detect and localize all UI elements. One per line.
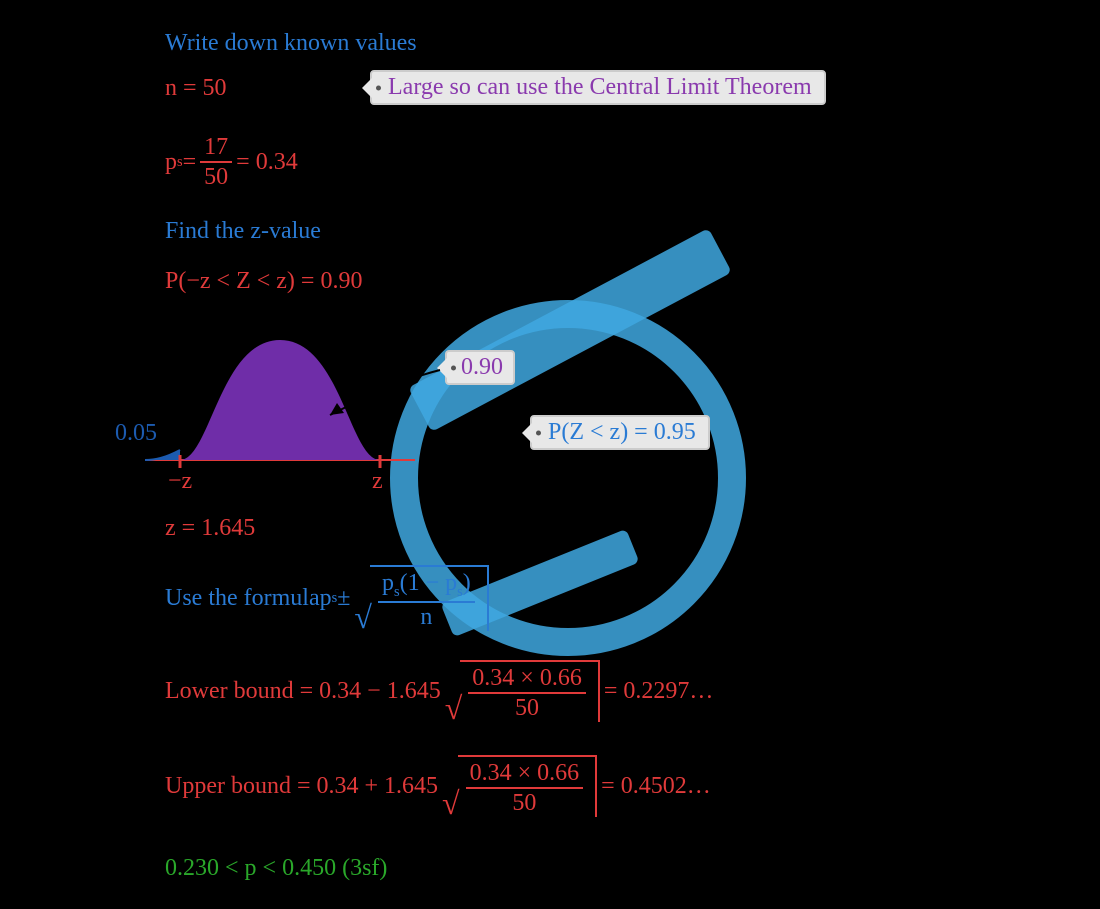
tag-pzlt: P(Z < z) = 0.95	[530, 415, 710, 450]
pz-equation: P(−z < Z < z) = 0.90	[165, 268, 362, 295]
ps-result: = 0.34	[236, 149, 298, 176]
lower-sqrt: √ 0.34 × 0.66 50	[445, 660, 600, 722]
ps-var: p	[165, 149, 177, 176]
lower-frac-num: 0.34 × 0.66	[468, 666, 586, 694]
formula-frac-den: n	[416, 603, 436, 629]
formula-frac: ps(1 − ps) n	[378, 571, 475, 629]
tick-z: z	[372, 468, 383, 495]
lower-label: Lower bound = 0.34 − 1.645	[165, 678, 441, 705]
ps-frac-den: 50	[200, 163, 232, 189]
ps-fraction: 17 50	[200, 135, 232, 189]
tag-pzlt-text: P(Z < z) = 0.95	[548, 419, 696, 445]
lower-frac: 0.34 × 0.66 50	[468, 666, 586, 720]
lower-frac-den: 50	[511, 694, 543, 720]
formula-pre: Use the formula	[165, 585, 320, 612]
z-value: z = 1.645	[165, 515, 255, 542]
upper-bound-line: Upper bound = 0.34 + 1.645 √ 0.34 × 0.66…	[165, 755, 711, 817]
lower-bound-line: Lower bound = 0.34 − 1.645 √ 0.34 × 0.66…	[165, 660, 713, 722]
heading-z-value: Find the z-value	[165, 218, 321, 245]
upper-frac: 0.34 × 0.66 50	[466, 761, 584, 815]
clt-tag-text: Large so can use the Central Limit Theor…	[388, 74, 812, 100]
ps-frac-num: 17	[200, 135, 232, 163]
left-tail-label: 0.05	[115, 420, 157, 447]
ps-eq-sign: =	[183, 149, 197, 176]
formula-sqrt: √ ps(1 − ps) n	[354, 565, 488, 631]
clt-tag: Large so can use the Central Limit Theor…	[370, 70, 826, 105]
arrow-090	[300, 350, 460, 430]
upper-result: = 0.4502…	[601, 773, 711, 800]
ps-equation: ps = 17 50 = 0.34	[165, 135, 298, 189]
upper-label: Upper bound = 0.34 + 1.645	[165, 773, 438, 800]
upper-frac-num: 0.34 × 0.66	[466, 761, 584, 789]
lower-result: = 0.2297…	[604, 678, 714, 705]
formula-pm: ±	[337, 585, 350, 612]
upper-sqrt: √ 0.34 × 0.66 50	[442, 755, 597, 817]
heading-known-values: Write down known values	[165, 30, 417, 57]
formula-line: Use the formula ps ± √ ps(1 − ps) n	[165, 565, 493, 631]
n-equation: n = 50	[165, 75, 227, 102]
upper-frac-den: 50	[508, 789, 540, 815]
tick-minus-z: −z	[168, 468, 192, 495]
final-answer: 0.230 < p < 0.450 (3sf)	[165, 855, 387, 882]
formula-ps: p	[320, 585, 332, 612]
formula-frac-num: ps(1 − ps)	[378, 571, 475, 603]
tag-090-text: 0.90	[461, 354, 503, 380]
